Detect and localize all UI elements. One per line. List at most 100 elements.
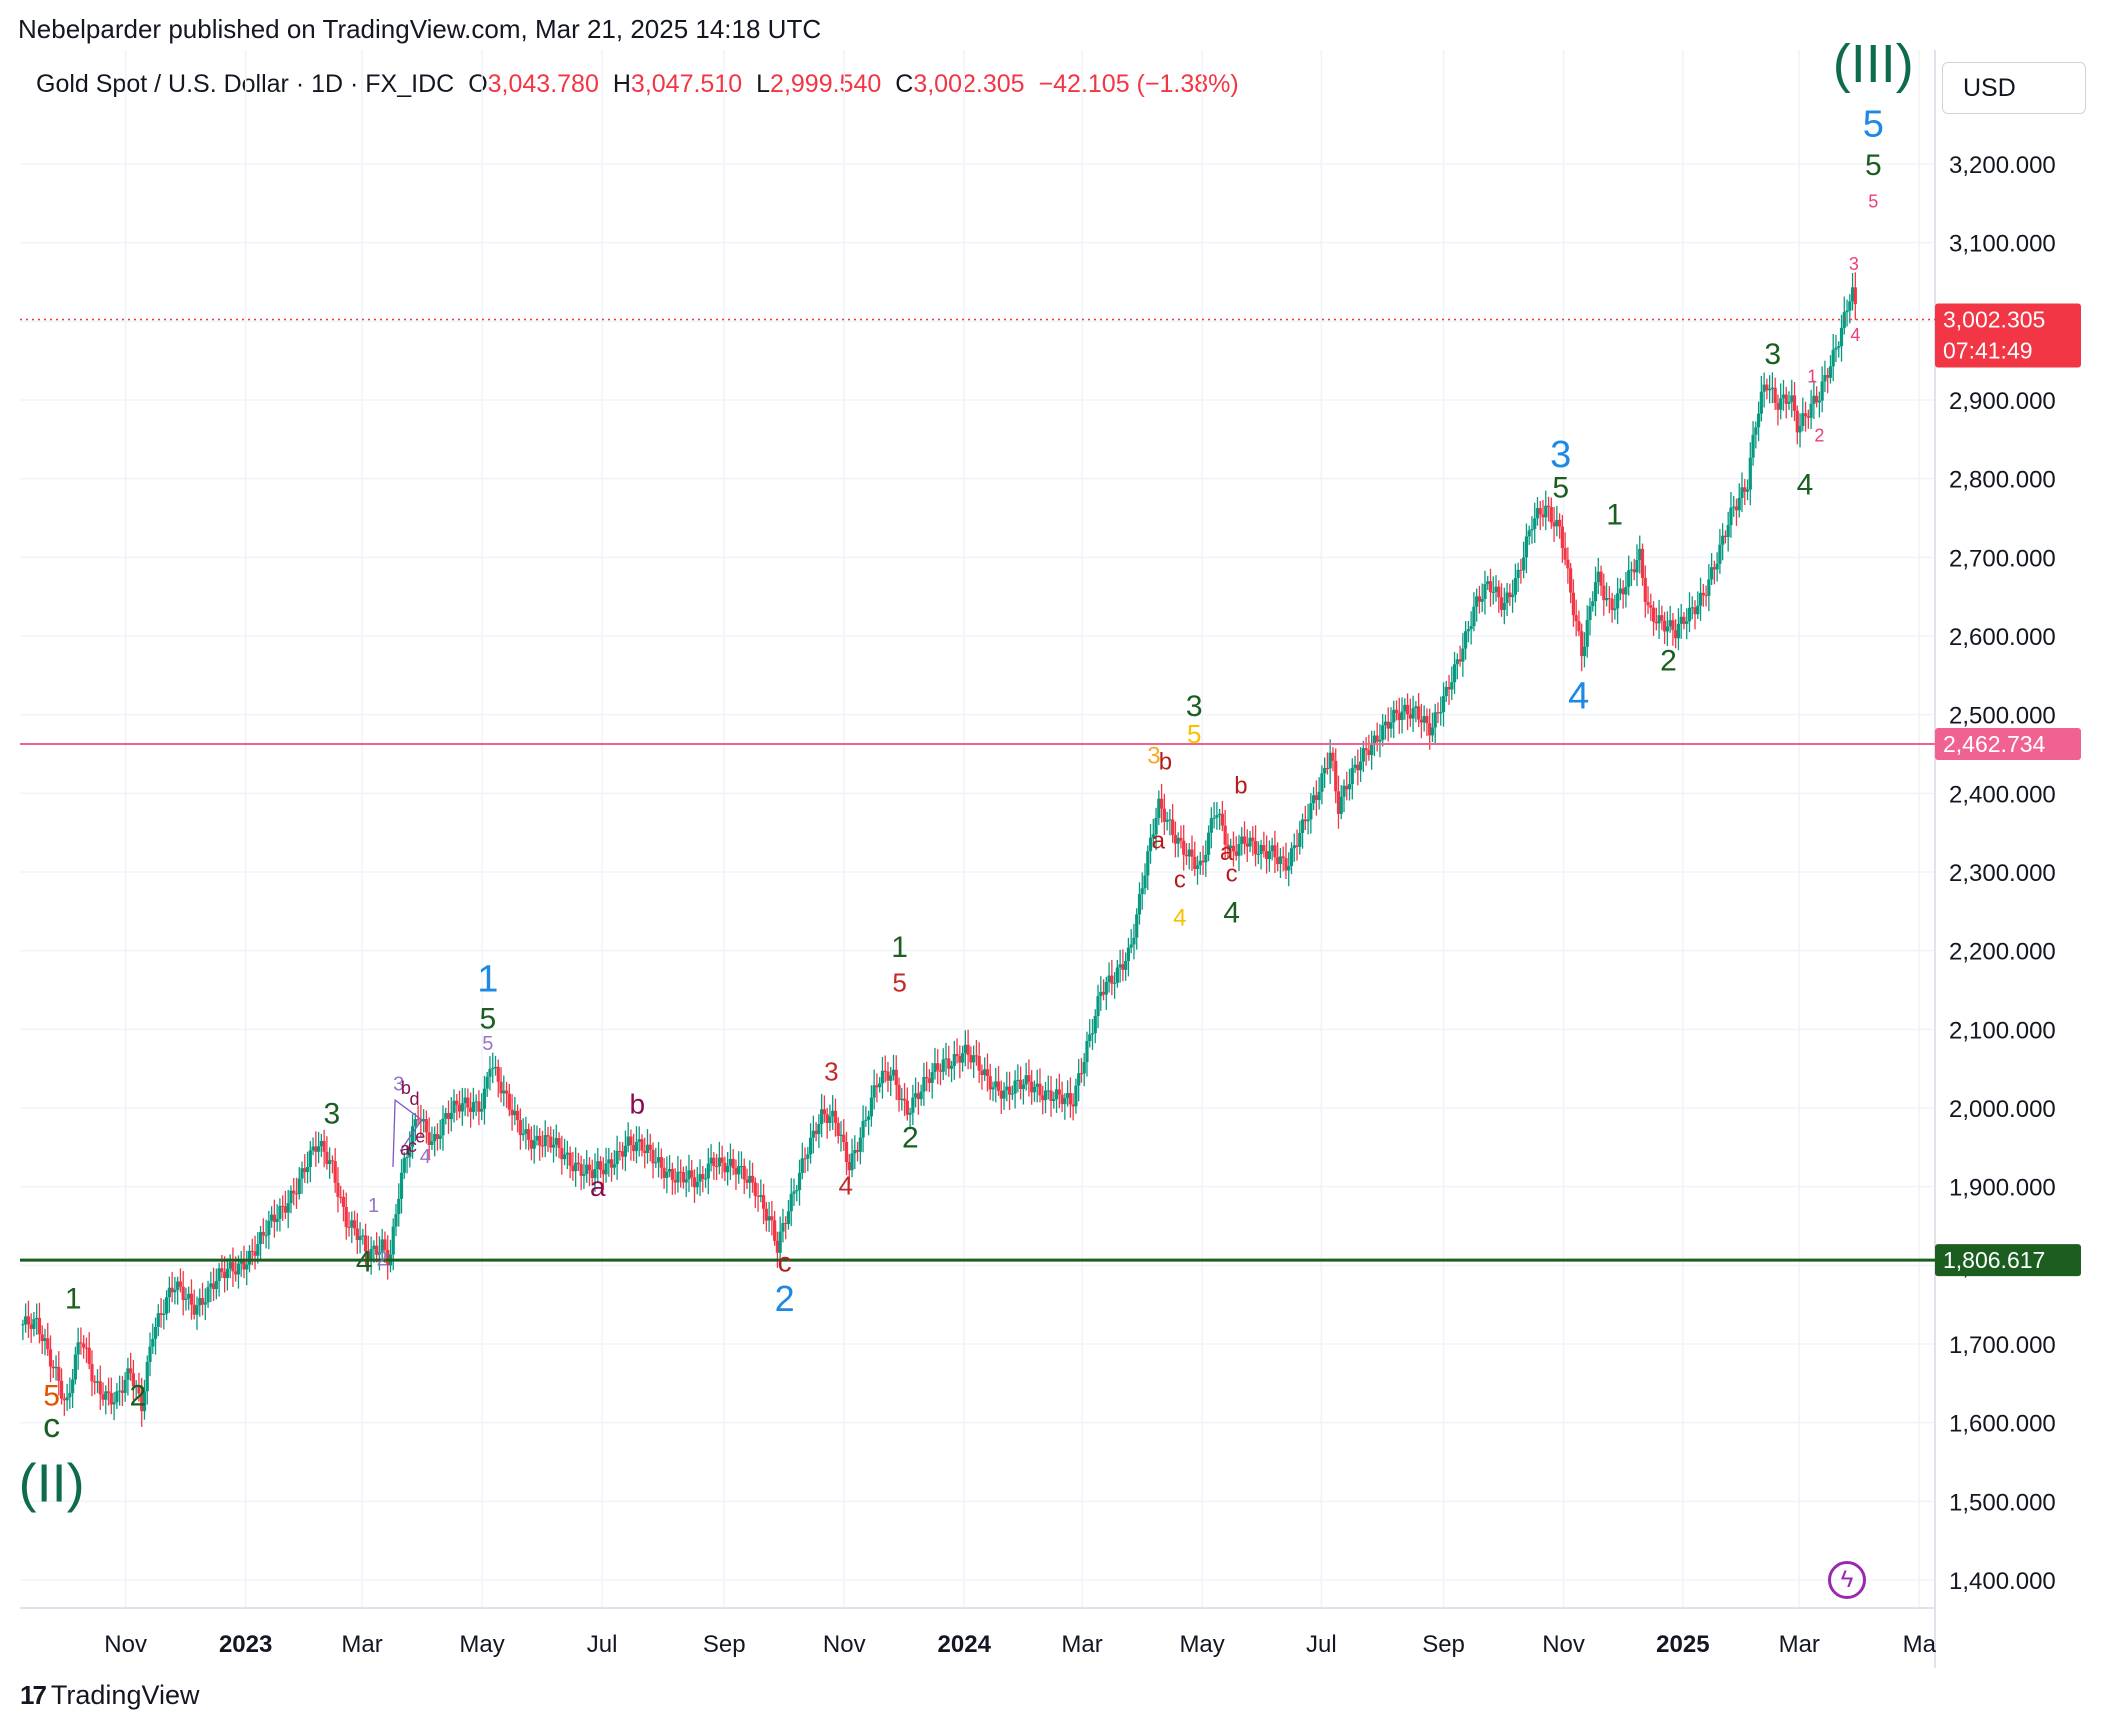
candle-body — [1403, 704, 1407, 712]
candle-body — [303, 1168, 307, 1173]
candle-body — [1287, 866, 1291, 871]
candle-body — [1815, 395, 1819, 403]
candle-body — [1663, 620, 1667, 632]
candle-body — [1024, 1075, 1028, 1085]
candle-body — [1651, 607, 1656, 622]
candle-body — [869, 1097, 873, 1117]
candle-body — [140, 1393, 144, 1412]
candle-body — [231, 1262, 235, 1272]
candle-body — [1135, 914, 1139, 938]
candle-body — [1494, 586, 1498, 593]
candle-body — [576, 1162, 581, 1165]
candle-body — [109, 1393, 113, 1405]
candle-body — [1477, 596, 1482, 602]
candle-body — [1527, 530, 1531, 537]
candle-body — [1306, 819, 1310, 822]
candle-body — [228, 1262, 232, 1269]
candle-body — [366, 1251, 370, 1262]
candle-body — [236, 1263, 241, 1275]
candle-body — [1090, 1033, 1095, 1035]
lightning-icon[interactable]: ϟ — [1828, 1561, 1866, 1599]
candle-body — [330, 1160, 335, 1162]
price-badge — [1935, 727, 2081, 760]
candle-body — [1110, 975, 1114, 984]
candle-body — [380, 1239, 384, 1252]
candle-body — [1397, 713, 1401, 720]
currency-selector[interactable]: USD — [1942, 62, 2086, 114]
wave-label: 3 — [1849, 254, 1859, 274]
candle-body — [756, 1195, 760, 1197]
candle-body — [129, 1368, 133, 1374]
candle-body — [1408, 714, 1412, 719]
candle-body — [1447, 686, 1451, 690]
wave-label: 3 — [324, 1098, 341, 1131]
candle-body — [1198, 860, 1202, 866]
candle-body — [1732, 506, 1736, 508]
candle-body — [927, 1078, 932, 1083]
candle-body — [1204, 854, 1208, 863]
wave-label: 2 — [902, 1121, 919, 1154]
candle-body — [1007, 1086, 1012, 1095]
candle-body — [1577, 621, 1581, 632]
candle-body — [1737, 497, 1741, 511]
candle-body — [654, 1162, 658, 1164]
candle-body — [151, 1338, 155, 1347]
candle-body — [623, 1145, 627, 1157]
candle-body — [778, 1231, 782, 1253]
candle-body — [452, 1100, 456, 1113]
y-tick-label: 1,400.000 — [1949, 1568, 2056, 1595]
candle-body — [192, 1304, 196, 1315]
candle-body — [1021, 1084, 1025, 1089]
candle-body — [477, 1101, 481, 1112]
x-tick-label: 2023 — [219, 1631, 272, 1658]
candle-body — [480, 1108, 484, 1112]
candle-body — [98, 1381, 102, 1395]
wave-label: a — [400, 1139, 411, 1159]
candle-body — [775, 1240, 780, 1253]
candle-body — [1074, 1085, 1078, 1107]
candle-body — [1461, 648, 1465, 662]
candle-body — [59, 1380, 64, 1399]
candle-body — [1367, 750, 1371, 756]
candle-body — [1560, 526, 1564, 549]
wave-label: 5 — [1187, 719, 1201, 749]
candle-body — [781, 1223, 785, 1232]
candle-body — [1350, 767, 1354, 785]
wave-label: 4 — [1850, 325, 1860, 345]
candle-body — [314, 1146, 318, 1152]
candle-body — [886, 1071, 890, 1081]
y-tick-label: 2,000.000 — [1949, 1096, 2056, 1123]
candle-body — [372, 1245, 376, 1249]
candle-body — [1281, 856, 1285, 859]
candle-body — [1604, 598, 1609, 601]
candle-body — [1580, 631, 1584, 657]
candle-body — [120, 1390, 124, 1393]
candle-body — [1140, 888, 1144, 895]
y-tick-label: 3,100.000 — [1949, 231, 2056, 258]
candle-body — [966, 1044, 970, 1055]
candle-body — [1356, 764, 1360, 771]
candle-body — [574, 1162, 578, 1172]
candle-body — [1353, 764, 1357, 768]
candle-body — [1240, 836, 1244, 844]
candle-body — [1190, 849, 1194, 857]
candle-body — [1060, 1094, 1064, 1105]
candle-body — [867, 1116, 871, 1120]
candle-body — [1143, 875, 1147, 889]
candle-body — [1475, 596, 1479, 607]
candle-body — [1013, 1080, 1017, 1094]
candle-body — [292, 1190, 296, 1194]
candle-body — [590, 1170, 594, 1179]
candle-body — [800, 1158, 804, 1173]
wave-label: c — [43, 1407, 60, 1445]
candle-body — [842, 1134, 846, 1143]
wave-label: c — [408, 1136, 417, 1156]
candle-body — [974, 1055, 979, 1057]
high-label: H — [612, 70, 631, 98]
candle-body — [333, 1161, 337, 1183]
candle-body — [1137, 894, 1142, 915]
candle-body — [1566, 559, 1570, 569]
candle-body — [1455, 659, 1459, 665]
candle-body — [1038, 1083, 1042, 1096]
